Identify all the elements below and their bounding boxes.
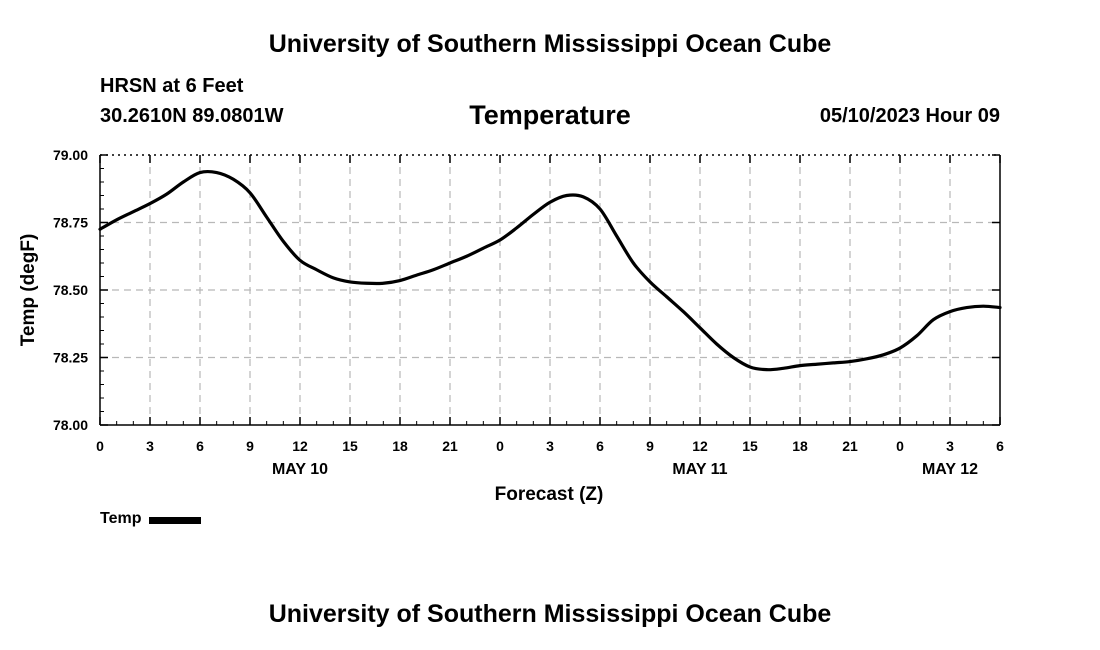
y-axis-title: Temp (degF)	[18, 234, 39, 347]
x-tick-label: 12	[692, 438, 708, 454]
footer-title: University of Southern Mississippi Ocean…	[268, 600, 832, 628]
x-tick-label: 9	[246, 438, 254, 454]
day-label: MAY 12	[922, 461, 978, 478]
x-tick-label: 15	[742, 438, 758, 454]
x-tick-label: 6	[996, 438, 1004, 454]
station-coordinates: 30.2610N 89.0801W	[100, 105, 284, 127]
x-tick-label: 3	[946, 438, 954, 454]
x-tick-label: 3	[146, 438, 154, 454]
chart-title: Temperature	[469, 100, 631, 130]
x-tick-label: 12	[292, 438, 308, 454]
x-tick-label: 6	[596, 438, 604, 454]
x-tick-label: 0	[896, 438, 904, 454]
x-tick-label: 21	[842, 438, 858, 454]
series-layer	[98, 169, 1002, 372]
x-tick-label: 3	[546, 438, 554, 454]
x-tick-label: 21	[442, 438, 458, 454]
x-tick-label: 6	[196, 438, 204, 454]
y-tick-label: 79.00	[53, 147, 88, 163]
axes	[99, 154, 1001, 426]
legend: Temp	[100, 510, 202, 528]
page-title: University of Southern Mississippi Ocean…	[268, 30, 832, 58]
y-tick-label: 78.75	[53, 215, 88, 231]
x-tick-label: 9	[646, 438, 654, 454]
legend-line-swatch	[149, 516, 202, 524]
x-tick-label: 18	[392, 438, 408, 454]
forecast-datetime: 05/10/2023 Hour 09	[819, 105, 1000, 127]
day-label: MAY 10	[272, 461, 328, 478]
x-tick-label: 15	[342, 438, 358, 454]
y-tick-label: 78.00	[53, 417, 88, 433]
y-tick-label: 78.50	[53, 282, 88, 298]
x-tick-label: 0	[96, 438, 104, 454]
x-axis-title: Forecast (Z)	[495, 484, 604, 505]
axis-labels: 0 3 6 9 12 15 18 21 0 3 6 9 12 15 18 21 0 3 6 78.00 78.25 78.…	[53, 147, 1004, 478]
day-label: MAY 11	[672, 461, 727, 478]
grid	[100, 155, 1000, 425]
temp-series-line	[98, 169, 1002, 372]
station-name: HRSN at 6 Feet	[100, 75, 244, 97]
x-tick-label: 0	[496, 438, 504, 454]
y-tick-label: 78.25	[53, 350, 88, 366]
x-tick-label: 18	[792, 438, 808, 454]
legend-label: Temp	[100, 510, 142, 527]
